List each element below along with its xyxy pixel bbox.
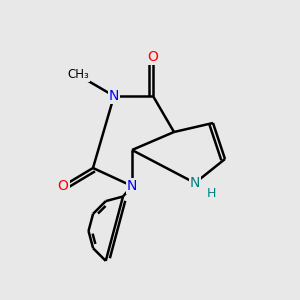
Text: O: O xyxy=(148,50,158,64)
Text: CH₃: CH₃ xyxy=(67,68,89,82)
Text: O: O xyxy=(58,179,68,193)
Text: N: N xyxy=(109,89,119,103)
Text: N: N xyxy=(190,176,200,190)
Text: N: N xyxy=(127,179,137,193)
Text: H: H xyxy=(207,187,216,200)
